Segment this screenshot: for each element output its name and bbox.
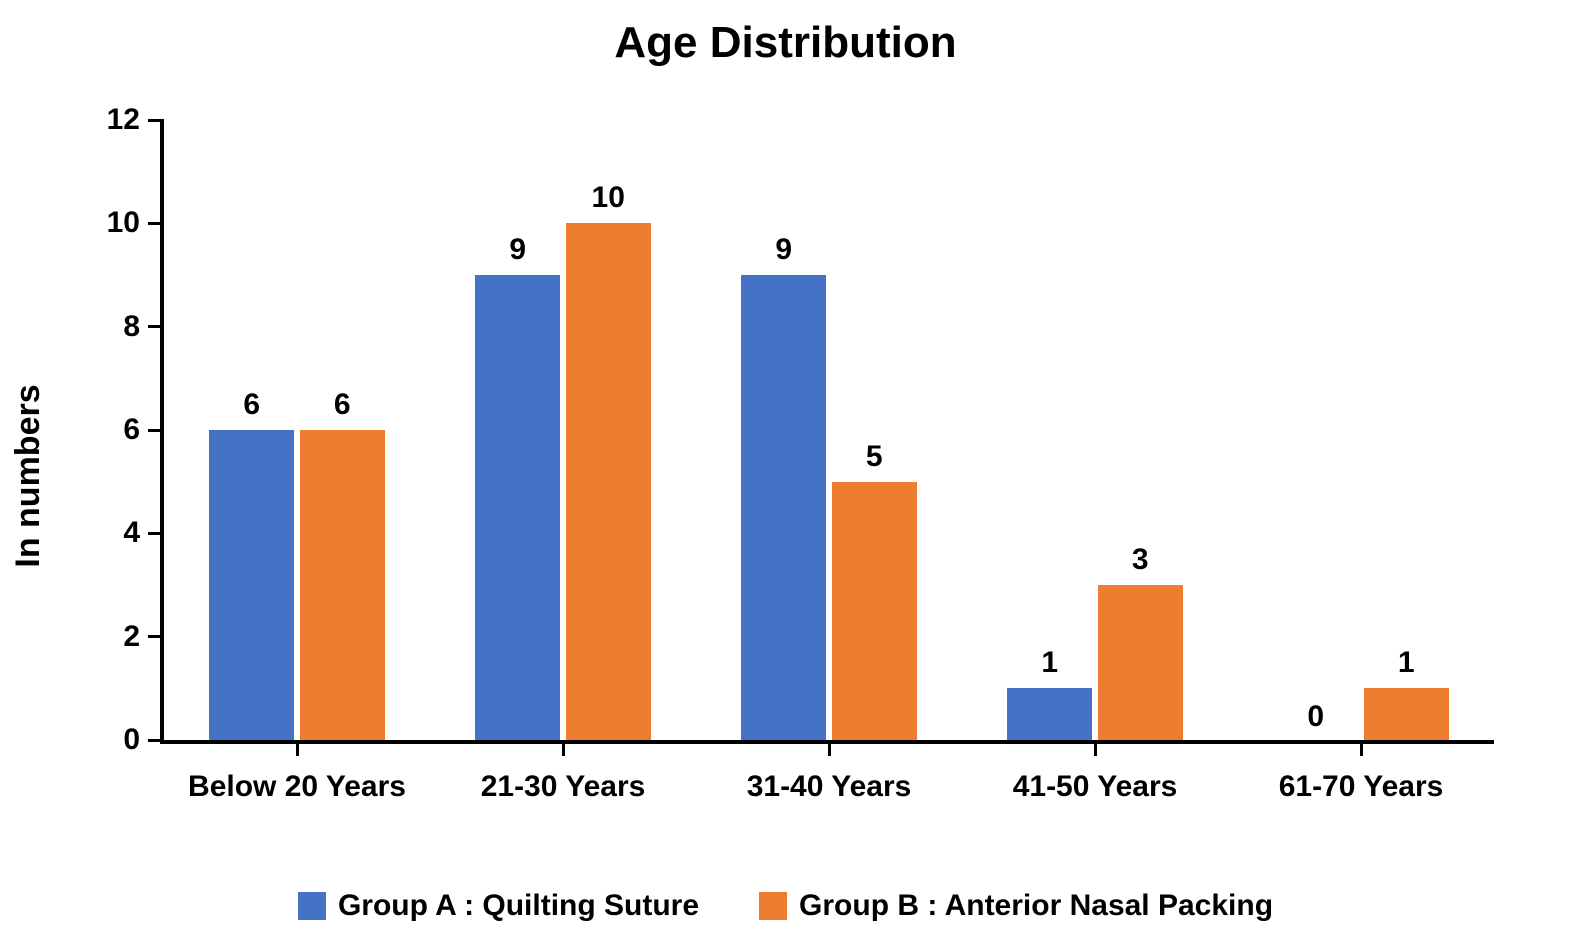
x-tick <box>562 740 565 756</box>
legend-label: Group B : Anterior Nasal Packing <box>799 889 1273 923</box>
x-tick <box>296 740 299 756</box>
y-tick-label: 8 <box>123 310 164 344</box>
bar-value-label: 9 <box>741 233 826 267</box>
bar: 6 <box>209 430 294 740</box>
legend-swatch <box>759 892 787 920</box>
bar-value-label: 0 <box>1307 700 1324 734</box>
y-axis-label: In numbers <box>9 384 48 567</box>
y-tick-label: 2 <box>123 620 164 654</box>
x-category-label: 21-30 Years <box>481 770 646 804</box>
bar: 3 <box>1098 585 1183 740</box>
bar-value-label: 5 <box>832 440 917 474</box>
bar-value-label: 1 <box>1007 646 1092 680</box>
legend-label: Group A : Quilting Suture <box>338 889 699 923</box>
legend-item: Group A : Quilting Suture <box>298 889 699 923</box>
bar: 9 <box>741 275 826 740</box>
x-category-label: 31-40 Years <box>747 770 912 804</box>
age-distribution-chart: Age Distribution In numbers 024681012Bel… <box>0 0 1571 951</box>
bar: 9 <box>475 275 560 740</box>
x-category-label: 61-70 Years <box>1279 770 1444 804</box>
bar-value-label: 9 <box>475 233 560 267</box>
x-tick <box>828 740 831 756</box>
y-tick-label: 10 <box>107 206 164 240</box>
bar: 5 <box>832 482 917 740</box>
y-tick-label: 0 <box>123 723 164 757</box>
y-tick-label: 4 <box>123 516 164 550</box>
bar-value-label: 6 <box>209 388 294 422</box>
bar: 1 <box>1007 688 1092 740</box>
x-category-label: 41-50 Years <box>1013 770 1178 804</box>
bar-value-label: 3 <box>1098 543 1183 577</box>
bar-value-label: 1 <box>1364 646 1449 680</box>
y-tick-label: 12 <box>107 103 164 137</box>
chart-title: Age Distribution <box>0 18 1571 68</box>
legend-item: Group B : Anterior Nasal Packing <box>759 889 1273 923</box>
x-category-label: Below 20 Years <box>188 770 406 804</box>
legend-swatch <box>298 892 326 920</box>
bar-value-label: 6 <box>300 388 385 422</box>
bar: 1 <box>1364 688 1449 740</box>
y-tick-label: 6 <box>123 413 164 447</box>
legend: Group A : Quilting Suture Group B : Anter… <box>0 889 1571 923</box>
bar-value-label: 10 <box>566 181 651 215</box>
bar: 6 <box>300 430 385 740</box>
x-tick <box>1360 740 1363 756</box>
plot-area: 024681012Below 20 Years6621-30 Years9103… <box>160 120 1494 744</box>
bar: 10 <box>566 223 651 740</box>
x-tick <box>1094 740 1097 756</box>
